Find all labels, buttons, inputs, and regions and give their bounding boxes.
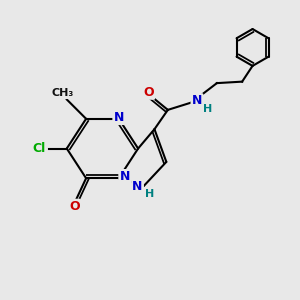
Text: N: N (119, 170, 130, 183)
Text: H: H (145, 189, 154, 199)
Text: CH₃: CH₃ (51, 88, 74, 98)
Text: N: N (114, 111, 124, 124)
Text: N: N (132, 180, 143, 193)
Text: H: H (203, 104, 213, 114)
Text: Cl: Cl (32, 142, 45, 155)
Text: O: O (143, 85, 154, 98)
Text: O: O (69, 200, 80, 213)
Text: N: N (192, 94, 202, 107)
